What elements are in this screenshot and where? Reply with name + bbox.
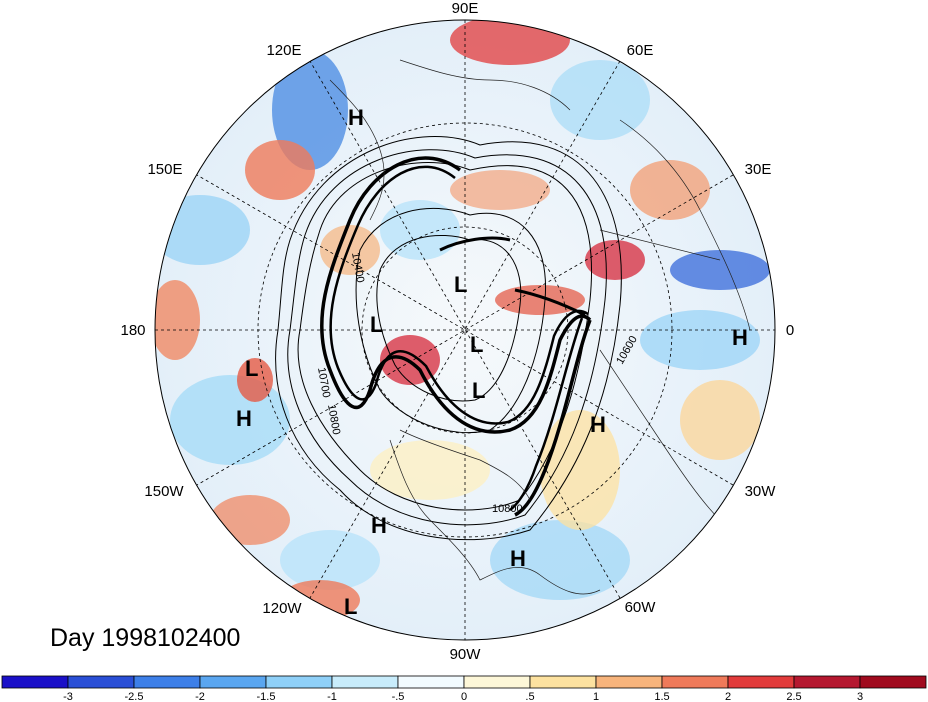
colorbar-swatch bbox=[397, 675, 465, 689]
pressure-center-high: H bbox=[348, 105, 364, 130]
pressure-center-low: L bbox=[344, 594, 357, 619]
colorbar-swatch bbox=[595, 675, 663, 689]
colorbar-tick-label: -2 bbox=[195, 691, 205, 702]
colorbar-swatch bbox=[793, 675, 861, 689]
pressure-center-low: L bbox=[245, 356, 258, 381]
lon-label-120e: 120E bbox=[266, 42, 301, 59]
colorbar-tick-label: -2.5 bbox=[125, 691, 144, 702]
colorbar-tick-label: -1 bbox=[327, 691, 337, 702]
lon-label-90e: 90E bbox=[452, 0, 479, 17]
longitude-labels: 90E 60E 30E 0 30W 60W 90W 120W 150W 180 … bbox=[120, 0, 794, 663]
pressure-centers: H L L L L H L H H H H L bbox=[236, 105, 748, 619]
colorbar-tick-label: -3 bbox=[63, 691, 73, 702]
graticule bbox=[155, 20, 775, 640]
colorbar-tick-label: 1 bbox=[593, 691, 599, 702]
contour-label: 10800 bbox=[492, 503, 523, 515]
map-border bbox=[154, 19, 776, 641]
lon-label-180: 180 bbox=[120, 322, 145, 339]
contour-label: 10800 bbox=[325, 403, 342, 435]
anomaly-field bbox=[155, 20, 775, 640]
colorbar-tick-label: -1.5 bbox=[257, 691, 276, 702]
colorbar-swatch bbox=[331, 675, 399, 689]
pressure-center-low: L bbox=[454, 272, 467, 297]
colorbar-swatch bbox=[265, 675, 333, 689]
lon-label-150e: 150E bbox=[147, 161, 182, 178]
lon-label-90w: 90W bbox=[450, 646, 482, 663]
pressure-center-high: H bbox=[236, 406, 252, 431]
colorbar-tick-label: 3 bbox=[857, 691, 863, 702]
day-label: Day 1998102400 bbox=[50, 624, 240, 652]
colorbar-tick-label: -.5 bbox=[392, 691, 405, 702]
lon-label-60e: 60E bbox=[627, 42, 654, 59]
colorbar-swatch bbox=[529, 675, 597, 689]
colorbar-swatch bbox=[67, 675, 135, 689]
contour-label: 10700 bbox=[315, 366, 332, 398]
colorbar-swatch bbox=[661, 675, 729, 689]
colorbar-tick-label: 2 bbox=[725, 691, 731, 702]
pressure-center-high: H bbox=[590, 412, 606, 437]
colorbar: -3 -2.5 -2 -1.5 -1 -.5 0 .5 1 1.5 2 2.5 3 bbox=[1, 675, 927, 702]
colorbar-swatch bbox=[1, 675, 69, 689]
pressure-center-high: H bbox=[732, 325, 748, 350]
colorbar-swatch bbox=[859, 675, 927, 689]
pressure-center-low: L bbox=[472, 378, 485, 403]
contour-label: 10400 bbox=[349, 251, 366, 283]
lon-label-30e: 30E bbox=[745, 161, 772, 178]
colorbar-tick-label: 0 bbox=[461, 691, 467, 702]
pressure-center-high: H bbox=[371, 513, 387, 538]
lon-label-120w: 120W bbox=[262, 600, 302, 617]
lon-label-30w: 30W bbox=[745, 483, 777, 500]
jet-stream-contours bbox=[319, 156, 592, 517]
lon-label-0: 0 bbox=[786, 322, 794, 339]
pressure-center-low: L bbox=[370, 312, 383, 337]
lon-label-60w: 60W bbox=[625, 599, 657, 616]
colorbar-tick-label: 1.5 bbox=[654, 691, 669, 702]
colorbar-swatch bbox=[133, 675, 201, 689]
colorbar-swatch bbox=[199, 675, 267, 689]
pressure-center-high: H bbox=[510, 546, 526, 571]
colorbar-swatch bbox=[463, 675, 531, 689]
lon-label-150w: 150W bbox=[144, 483, 184, 500]
colorbar-tick-label: .5 bbox=[525, 691, 534, 702]
pressure-center-low: L bbox=[470, 332, 483, 357]
coastlines bbox=[329, 59, 751, 595]
colorbar-tick-label: 2.5 bbox=[786, 691, 801, 702]
colorbar-swatch bbox=[727, 675, 795, 689]
